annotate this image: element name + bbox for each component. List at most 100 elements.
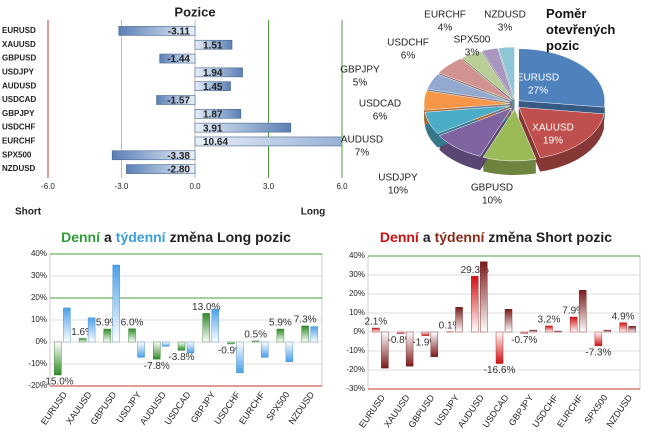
y-tick-label: -20% [346,365,365,374]
x-tick-label: NZDUSD [287,389,317,426]
value-label: -0.9% [218,346,244,357]
title-part: Denní [61,229,101,245]
pie-value-label: 27% [528,86,548,97]
y-tick-label: 40% [349,251,365,260]
bar [128,328,136,343]
bar [372,327,380,333]
value-label: 3.2% [538,315,561,326]
bar [520,331,528,334]
bar [194,67,243,78]
title-part: a [104,229,112,245]
bar [194,136,342,147]
x-tick-label: USDCAD [163,389,193,426]
bar [194,122,292,133]
pie-slice [481,47,514,100]
value-label: 7.9% [562,306,585,317]
value-label: 4.9% [612,311,635,322]
bar [554,330,562,333]
bar [285,341,294,362]
chart-title: Denní a týdenní změna Short pozic [380,229,612,245]
pie-value-label: 5% [353,78,368,89]
bar [87,317,96,343]
pie-label: USDCHF [387,38,429,49]
value-label: -1.44 [167,54,190,65]
chart-title: Denní a týdenní změna Long pozic [61,229,291,245]
bar [162,341,170,347]
bar [156,95,196,105]
value-label: 13.0% [192,302,220,313]
x-tick-label: EURCHF [555,392,585,429]
pie-value-label: 10% [388,186,408,197]
bar [137,341,145,358]
x-tick-label: USDCAD [481,392,511,429]
title-part: týdenní [435,229,486,245]
bar [578,290,587,333]
x-tick-label: -6.0 [41,182,55,191]
bar [194,39,233,50]
value-label: -3.38 [167,151,190,162]
category-label: USDCAD [2,95,36,104]
chart-title: Pozice [174,4,215,19]
y-tick-label: 0% [35,337,47,346]
bar [405,331,414,367]
x-tick-label: 3.0 [263,182,275,191]
pie-label: EURCHF [424,10,466,21]
bar [628,326,636,333]
x-tick-label: EURCHF [237,389,267,426]
pie-slice [482,108,537,162]
bar [310,326,318,343]
y-tick-label: 30% [31,271,47,280]
y-tick-label: 10% [31,315,47,324]
pie-label: GBPJPY [340,65,380,76]
pie-label: SPX500 [454,35,491,46]
bar [236,341,244,373]
bar [504,309,513,333]
value-label: -3.11 [168,27,191,38]
bar [63,307,71,343]
pie-slice [438,107,513,157]
pie-label: EURUSD [517,73,559,84]
bar [159,53,196,64]
bar [177,341,186,351]
pie-value-label: 6% [401,51,416,62]
category-label: EURCHF [2,137,35,146]
value-label: 2.1% [364,317,387,328]
bar [260,341,269,358]
pie-slice [424,105,511,134]
bar [301,325,309,343]
value-label: -1.9% [412,337,438,348]
pie-slice [498,46,515,100]
x-tick-label: GBPUSD [406,392,436,429]
category-label: XAUUSD [2,40,36,49]
title-part: týdenní [116,229,167,245]
x-tick-label: 6.0 [336,182,348,191]
value-label: 5.9% [96,318,119,329]
pie-slice [518,107,605,158]
bar [430,331,439,357]
bar [227,341,235,345]
value-label: -7.3% [585,348,611,359]
bar [569,316,578,333]
pie-slice [461,50,513,100]
pie-label: NZDUSD [484,10,526,21]
value-label: 1.51 [203,40,223,51]
title-part: změna Short pozic [488,229,612,245]
pie-label: USDJPY [378,173,418,184]
value-label: 5.9% [269,318,292,329]
bar [529,329,537,333]
x-tick-label: GBPUSD [88,389,118,426]
x-tick-label: NZDUSD [605,392,635,429]
bar [251,340,260,343]
bar [603,329,612,333]
bar [421,331,430,336]
bar [211,308,219,343]
value-label: -7.8% [144,361,170,372]
bar [194,109,242,119]
axis-label: Short [15,207,42,218]
value-label: -3.8% [168,352,194,363]
title-part: změna Long pozic [170,229,292,245]
category-label: GBPJPY [2,109,35,118]
y-tick-label: 10% [349,308,365,317]
